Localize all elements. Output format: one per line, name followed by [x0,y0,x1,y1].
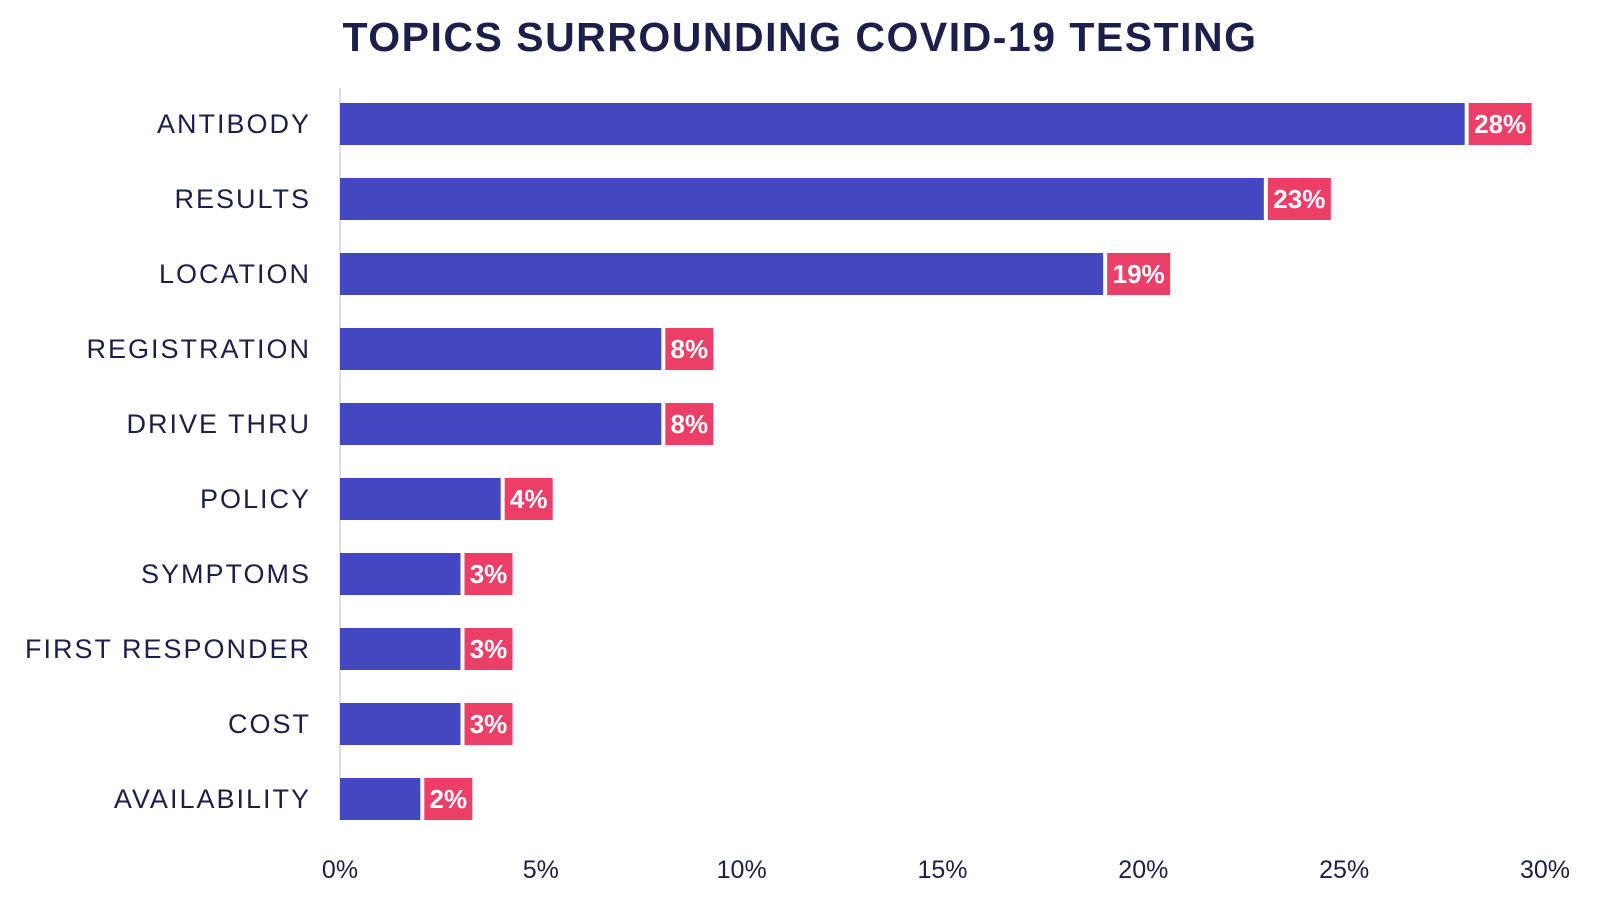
bar-row: AVAILABILITY 2% [114,778,473,820]
value-label: 28% [1474,109,1526,139]
value-label: 3% [470,559,508,589]
category-label: SYMPTOMS [141,559,311,589]
bar [340,478,501,520]
category-label: POLICY [200,484,311,514]
value-label: 4% [510,484,548,514]
bar [340,328,662,370]
value-label: 23% [1273,184,1325,214]
category-label: FIRST RESPONDER [25,634,311,664]
bar [340,628,461,670]
bar-row: RESULTS 23% [174,178,1331,220]
value-label: 2% [430,784,468,814]
bar [340,403,662,445]
value-label-background [665,328,714,370]
value-label: 3% [470,709,508,739]
bar [340,253,1104,295]
bar-row: DRIVE THRU 8% [126,403,714,445]
bar [340,553,461,595]
bar [340,178,1264,220]
bar-row: COST 3% [228,703,513,745]
bar-row: REGISTRATION 8% [86,328,714,370]
bar [340,103,1465,145]
value-label: 3% [470,634,508,664]
bar-row: FIRST RESPONDER 3% [25,628,513,670]
bar-row: POLICY 4% [200,478,553,520]
value-label-background [464,703,513,745]
value-label-background [504,478,553,520]
value-label-background [1267,178,1331,220]
x-tick-label: 30% [1520,856,1570,884]
x-tick-label: 15% [917,856,967,884]
value-label: 8% [671,409,709,439]
x-tick-label: 20% [1118,856,1168,884]
bar-row: ANTIBODY 28% [157,103,1532,145]
bar [340,778,421,820]
category-label: RESULTS [174,184,311,214]
x-tick-label: 10% [717,856,767,884]
category-label: COST [228,709,311,739]
value-label-background [424,778,473,820]
value-label: 19% [1113,259,1165,289]
category-label: DRIVE THRU [126,409,311,439]
bar-row: LOCATION 19% [159,253,1171,295]
category-label: ANTIBODY [157,109,311,139]
chart-title: TOPICS SURROUNDING COVID-19 TESTING [342,14,1258,60]
category-label: REGISTRATION [86,334,311,364]
category-label: AVAILABILITY [114,784,311,814]
value-label-background [464,628,513,670]
value-label-background [464,553,513,595]
x-tick-label: 5% [523,856,559,884]
category-label: LOCATION [159,259,311,289]
x-tick-label: 0% [322,856,358,884]
bar [340,703,461,745]
bar-row: SYMPTOMS 3% [141,553,513,595]
value-label-background [1468,103,1532,145]
value-label-background [1107,253,1171,295]
value-label: 8% [671,334,709,364]
x-tick-label: 25% [1319,856,1369,884]
value-label-background [665,403,714,445]
